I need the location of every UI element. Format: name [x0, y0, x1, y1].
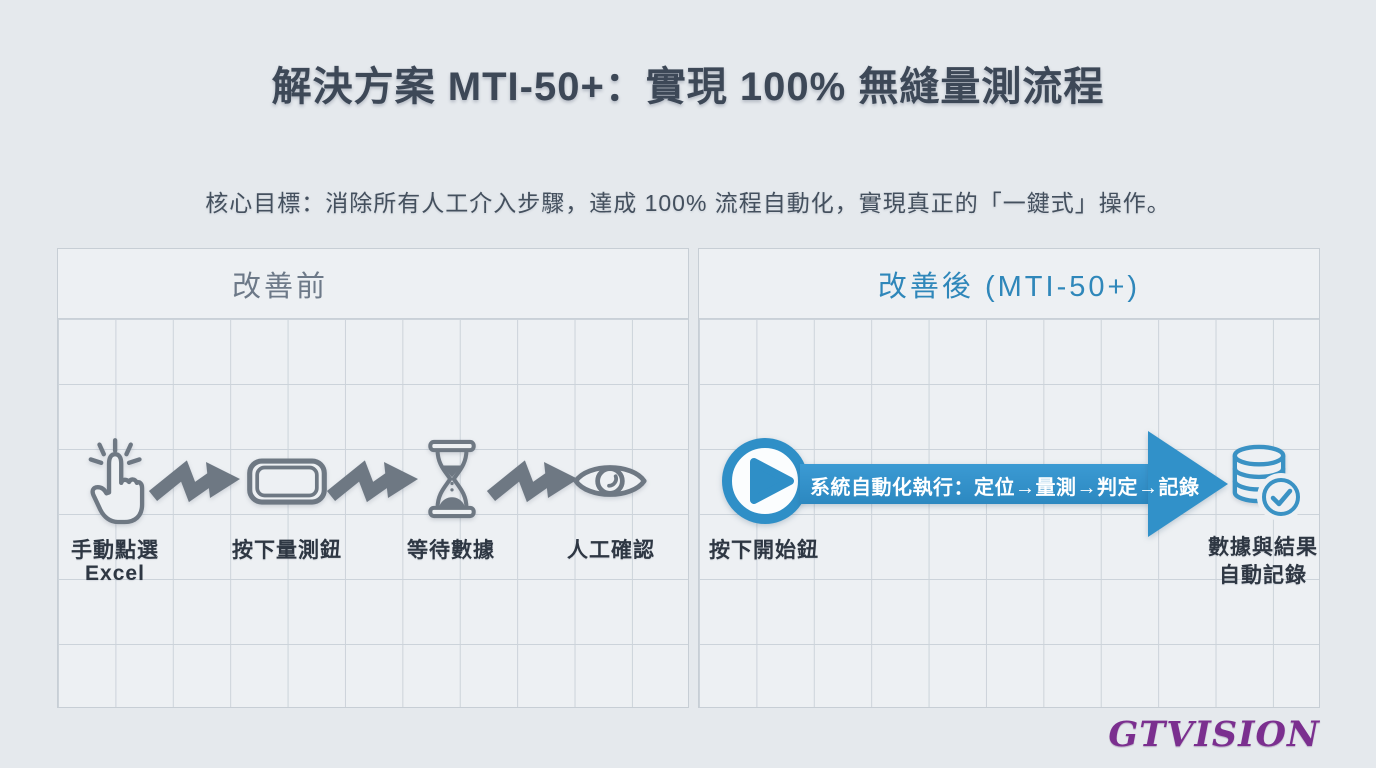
before-panel-header: 改善前	[58, 249, 688, 319]
zigzag-arrow-icon	[148, 460, 240, 503]
step-label-press-measure: 按下量測鈕	[232, 539, 342, 562]
step-label-wait-data: 等待數據	[407, 539, 495, 562]
subtitle: 核心目標：消除所有人工介入步驟，達成 100% 流程自動化，實現真正的「一鍵式」…	[205, 190, 1171, 216]
after-panel-grid	[699, 319, 1319, 707]
step-label-excel: Excel	[85, 562, 145, 585]
zigzag-arrow-icon	[486, 460, 578, 503]
step-label-manual-confirm: 人工確認	[567, 539, 655, 562]
automation-arrow-head	[1148, 431, 1228, 537]
before-panel-title: 改善前	[231, 270, 328, 303]
before-panel-grid	[58, 319, 688, 707]
measure-button-icon	[247, 458, 327, 505]
play-button-icon	[722, 438, 808, 524]
step-label-manual-click: 手動點選	[71, 539, 159, 562]
check-circle-icon	[1262, 478, 1300, 516]
step-label-result-line2: 自動記錄	[1219, 564, 1307, 587]
page-title: 解決方案 MTI-50+：實現 100% 無縫量測流程	[271, 65, 1105, 109]
brand-logo: GTVISION	[1108, 714, 1320, 755]
step-label-press-start: 按下開始鈕	[709, 539, 819, 562]
automation-arrow-label: 系統自動化執行：定位→量測→判定→記錄	[810, 477, 1200, 499]
step-label-result-line1: 數據與結果	[1208, 536, 1318, 559]
after-panel-title: 改善後 (MTI-50+)	[877, 270, 1141, 303]
zigzag-arrow-icon	[326, 460, 418, 503]
eye-icon	[573, 465, 647, 497]
hourglass-icon	[428, 439, 476, 519]
hand-click-icon	[88, 438, 145, 525]
after-panel-header: 改善後 (MTI-50+)	[699, 249, 1319, 319]
automation-arrow-band	[800, 464, 1150, 504]
